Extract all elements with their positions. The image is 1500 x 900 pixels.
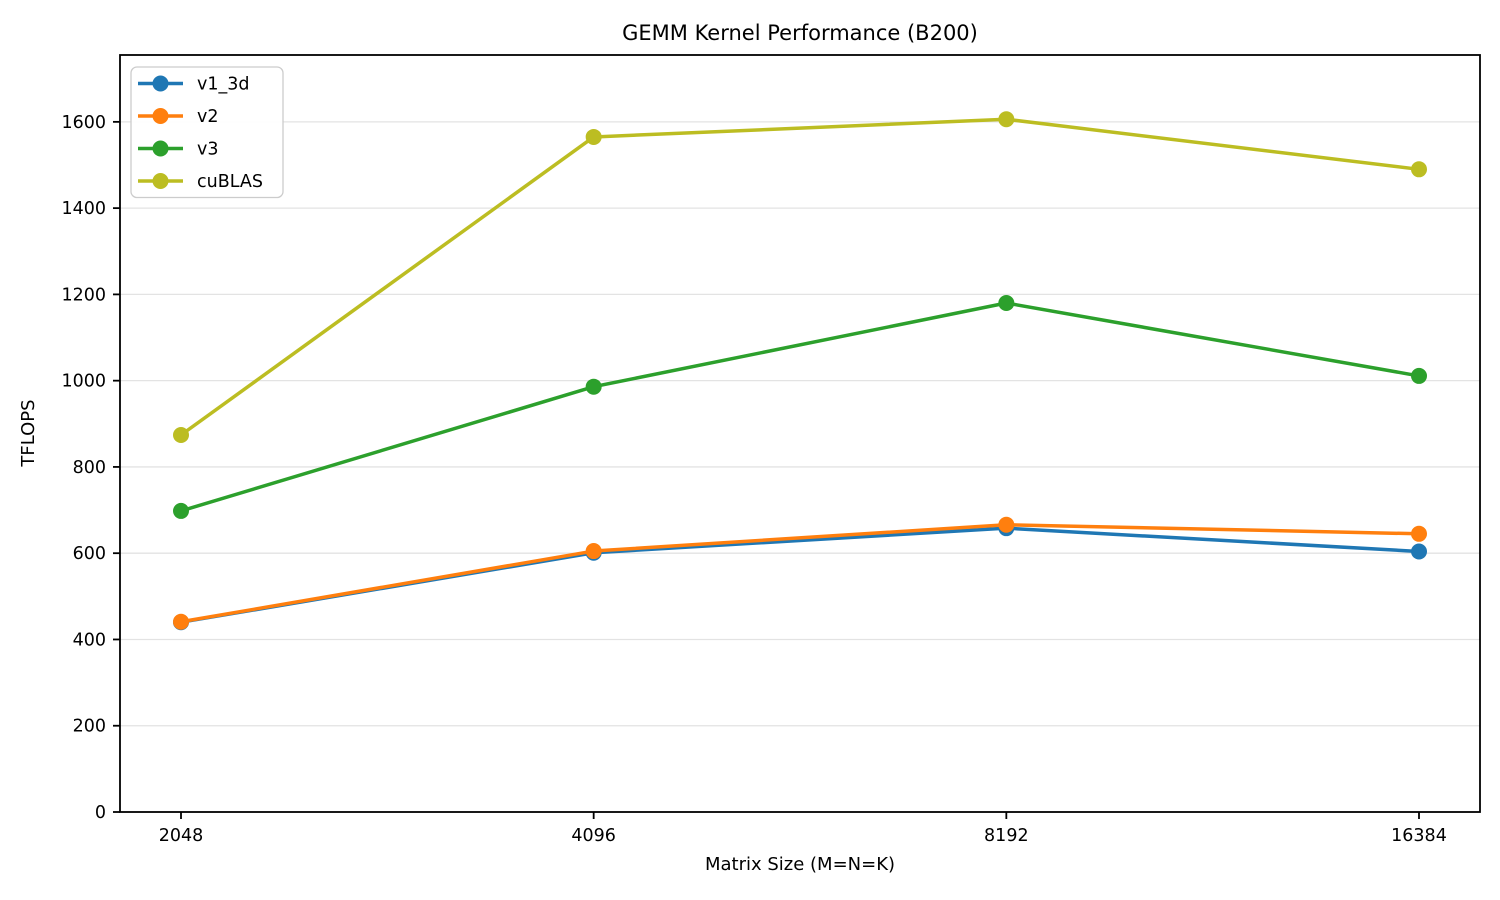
legend-marker	[152, 140, 169, 157]
y-tick-label: 1400	[61, 199, 106, 219]
series-line-v3	[179, 301, 1421, 513]
data-point-v1_3d-16384	[1411, 543, 1427, 560]
legend-marker	[152, 173, 169, 189]
legend-box	[130, 66, 284, 199]
legend-label: v1_3d	[197, 75, 249, 95]
legend-label: cuBLAS	[197, 172, 263, 192]
legend-layer: v1_3d v2 v3 cuBLAS	[130, 66, 284, 199]
data-point-v3-2048	[173, 502, 189, 519]
x-axis-label: Matrix Size (M=N=K)	[705, 854, 895, 875]
legend-marker	[152, 108, 169, 124]
y-tick-label: 1200	[61, 285, 106, 305]
legend-label: v2	[197, 107, 219, 127]
data-point-cuBLAS-2048	[173, 427, 189, 444]
data-point-v2-4096	[585, 543, 602, 560]
data-point-v2-8192	[998, 516, 1015, 533]
x-tick-label: 16384	[1391, 826, 1447, 846]
x-tick-label: 8192	[984, 826, 1029, 846]
y-tick-label: 0	[95, 803, 106, 823]
y-tick-label: 800	[73, 458, 106, 478]
axes-layer	[119, 54, 1481, 813]
y-tick-label: 1000	[61, 372, 106, 392]
y-tick-label: 200	[73, 717, 106, 737]
grid-layer	[120, 121, 1480, 813]
legend-marker	[152, 75, 169, 92]
legend-label: v3	[197, 140, 219, 160]
y-tick-label: 600	[73, 544, 106, 564]
ticks-layer: 2048 4096 8192 16384 0 200 400 600 800 1000 1200 14…	[61, 113, 1446, 846]
plot-border	[119, 54, 1481, 813]
data-point-v2-2048	[173, 613, 189, 630]
data-point-v3-8192	[998, 295, 1015, 312]
series-line-v1_3d	[179, 526, 1421, 624]
x-tick-label: 4096	[571, 826, 616, 846]
y-axis-label: TFLOPS	[18, 399, 39, 467]
series-layer	[173, 111, 1427, 631]
data-point-cuBLAS-8192	[998, 111, 1015, 128]
y-tick-label: 1600	[61, 113, 106, 133]
chart-title: GEMM Kernel Performance (B200)	[622, 21, 978, 45]
data-point-cuBLAS-16384	[1411, 161, 1427, 178]
series-line-cuBLAS	[179, 117, 1421, 437]
data-point-v3-16384	[1411, 367, 1427, 384]
data-point-v2-16384	[1411, 525, 1427, 542]
x-tick-label: 2048	[159, 826, 204, 846]
data-point-v3-4096	[585, 378, 602, 395]
data-point-cuBLAS-4096	[585, 128, 602, 145]
y-tick-label: 400	[73, 630, 106, 650]
series-line-v2	[179, 522, 1421, 624]
